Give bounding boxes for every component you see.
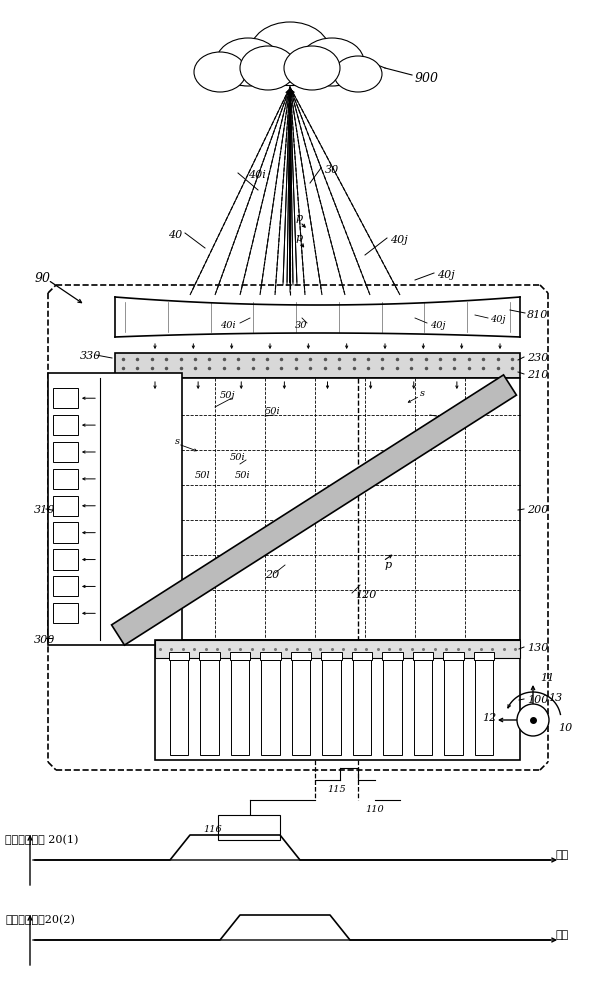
Text: 116: 116 bbox=[203, 826, 222, 834]
Bar bbox=[53, 603, 78, 623]
Bar bbox=[115, 378, 520, 640]
Ellipse shape bbox=[216, 38, 280, 86]
Bar bbox=[115, 353, 520, 378]
Text: 时间: 时间 bbox=[555, 850, 568, 860]
Bar bbox=[53, 522, 78, 543]
Ellipse shape bbox=[334, 56, 382, 92]
Text: 偏振照射光束 20(1): 偏振照射光束 20(1) bbox=[5, 835, 79, 845]
Bar bbox=[53, 415, 78, 435]
Bar bbox=[48, 373, 182, 645]
Text: 50i: 50i bbox=[230, 454, 246, 462]
Text: 50i: 50i bbox=[235, 471, 251, 480]
Bar bbox=[260, 652, 281, 660]
Text: 40j: 40j bbox=[390, 235, 408, 245]
Text: 130: 130 bbox=[527, 643, 548, 653]
Bar bbox=[53, 469, 78, 489]
Text: 210: 210 bbox=[527, 370, 548, 380]
Text: p: p bbox=[296, 213, 303, 223]
Text: 40i: 40i bbox=[220, 320, 235, 330]
Ellipse shape bbox=[284, 46, 340, 90]
Text: 200: 200 bbox=[527, 505, 548, 515]
Text: 时间: 时间 bbox=[555, 930, 568, 940]
Text: 20: 20 bbox=[265, 570, 280, 580]
Text: 810: 810 bbox=[527, 310, 548, 320]
Bar bbox=[322, 660, 341, 755]
Bar bbox=[218, 815, 280, 840]
Text: s: s bbox=[175, 438, 180, 446]
Circle shape bbox=[517, 704, 549, 736]
Text: p: p bbox=[296, 233, 303, 243]
Bar bbox=[53, 576, 78, 596]
Text: 50i: 50i bbox=[265, 408, 281, 416]
Bar bbox=[292, 660, 311, 755]
Text: 300: 300 bbox=[34, 635, 55, 645]
Text: 40j: 40j bbox=[430, 320, 445, 330]
Text: 40: 40 bbox=[168, 230, 182, 240]
Bar bbox=[53, 549, 78, 570]
Text: 50j: 50j bbox=[450, 416, 465, 424]
Text: 115: 115 bbox=[327, 786, 346, 794]
Bar bbox=[155, 640, 520, 760]
Ellipse shape bbox=[250, 22, 330, 82]
Bar bbox=[474, 652, 494, 660]
Text: 230: 230 bbox=[527, 353, 548, 363]
Bar bbox=[291, 652, 311, 660]
Text: s: s bbox=[420, 388, 425, 397]
Bar bbox=[444, 660, 462, 755]
Text: 10: 10 bbox=[558, 723, 572, 733]
Text: 50l: 50l bbox=[195, 471, 210, 480]
Bar bbox=[200, 660, 219, 755]
Text: 900: 900 bbox=[415, 72, 439, 85]
Text: 90: 90 bbox=[35, 271, 51, 284]
Bar bbox=[382, 652, 403, 660]
Text: 120: 120 bbox=[355, 590, 377, 600]
Bar bbox=[170, 660, 188, 755]
Bar bbox=[352, 652, 372, 660]
Text: 110: 110 bbox=[365, 806, 384, 814]
Bar bbox=[321, 652, 342, 660]
Bar bbox=[53, 388, 78, 408]
Text: 30: 30 bbox=[295, 320, 308, 330]
Bar bbox=[443, 652, 464, 660]
Text: 40j: 40j bbox=[437, 270, 455, 280]
Bar bbox=[230, 652, 250, 660]
Text: 30: 30 bbox=[325, 165, 339, 175]
Ellipse shape bbox=[240, 46, 296, 90]
Text: 40i: 40i bbox=[248, 170, 266, 180]
Text: 11: 11 bbox=[540, 673, 554, 683]
Bar bbox=[262, 660, 280, 755]
Text: 310: 310 bbox=[34, 505, 55, 515]
Bar bbox=[353, 660, 371, 755]
Bar bbox=[474, 660, 493, 755]
Ellipse shape bbox=[300, 38, 364, 86]
Text: 12: 12 bbox=[482, 713, 496, 723]
Bar bbox=[412, 652, 433, 660]
Text: 偏振照射光束20(2): 偏振照射光束20(2) bbox=[5, 915, 75, 925]
Bar bbox=[414, 660, 432, 755]
Bar bbox=[383, 660, 402, 755]
Text: 40j: 40j bbox=[490, 316, 505, 324]
Bar bbox=[53, 442, 78, 462]
Ellipse shape bbox=[194, 52, 246, 92]
Bar bbox=[155, 640, 520, 658]
Text: 100: 100 bbox=[527, 695, 548, 705]
Text: 50j: 50j bbox=[220, 390, 235, 399]
Bar bbox=[200, 652, 220, 660]
Text: 330: 330 bbox=[80, 351, 101, 361]
Polygon shape bbox=[111, 375, 517, 645]
Bar bbox=[169, 652, 190, 660]
Bar bbox=[231, 660, 249, 755]
Text: p: p bbox=[385, 560, 392, 570]
Text: 13: 13 bbox=[548, 693, 562, 703]
Bar bbox=[53, 496, 78, 516]
